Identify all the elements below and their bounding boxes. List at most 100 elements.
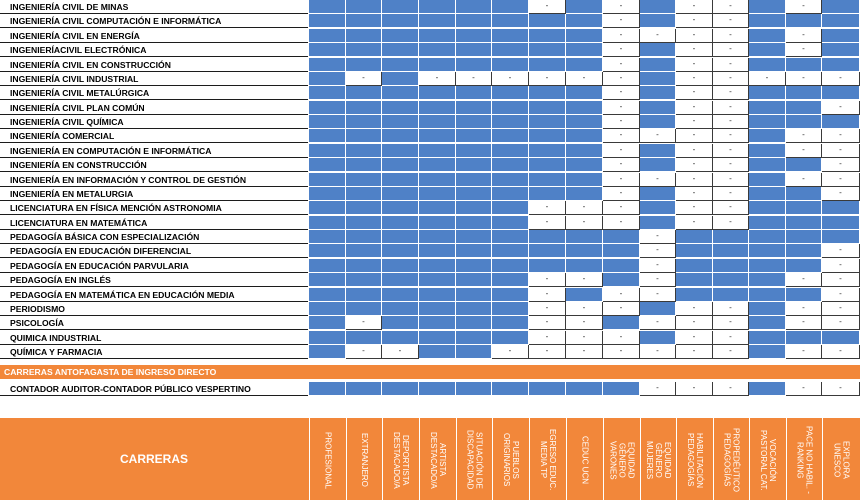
cell-available xyxy=(456,273,492,288)
cell-available xyxy=(713,287,749,302)
table-row: INGENIERÍA EN INFORMACIÓN Y CONTROL DE G… xyxy=(0,172,860,187)
cell-not-available: - xyxy=(676,382,713,396)
career-name: CONTADOR AUDITOR-CONTADOR PÚBLICO VESPER… xyxy=(0,382,308,396)
cell-available xyxy=(676,258,713,273)
cell-not-available: - xyxy=(822,143,860,158)
career-name: PEDAGOGÍA EN EDUCACIÓN DIFERENCIAL xyxy=(0,244,308,259)
cell-available xyxy=(492,330,529,345)
cell-available xyxy=(749,86,786,101)
cell-available xyxy=(749,100,786,115)
column-header-bar: CARRERAS PROFESIONAL EXTRANJERO DEPORTISTA… xyxy=(0,418,860,500)
cell-available xyxy=(419,158,456,173)
cell-available xyxy=(382,258,419,273)
cell-available xyxy=(456,0,492,14)
cell-available xyxy=(640,43,676,58)
cell-available xyxy=(492,129,529,144)
cell-not-available: - xyxy=(603,172,640,187)
cell-not-available: - xyxy=(529,316,566,331)
cell-available xyxy=(419,129,456,144)
cell-not-available: - xyxy=(713,86,749,101)
career-name: LICENCIATURA EN MATEMÁTICA xyxy=(0,216,308,230)
cell-available xyxy=(822,215,860,230)
cell-available xyxy=(603,258,640,273)
cell-available xyxy=(566,129,603,144)
cell-not-available: - xyxy=(640,382,676,396)
cell-available xyxy=(492,172,529,187)
column-header-label: SITUACIÓN DE DISCAPACIDAD xyxy=(465,430,484,490)
cell-available xyxy=(456,158,492,173)
cell-not-available: - xyxy=(382,345,419,359)
cell-not-available: - xyxy=(676,158,713,173)
carreras-header-label: CARRERAS xyxy=(119,452,188,466)
cell-not-available: - xyxy=(566,316,603,331)
table-row: INGENIERÍA EN METALURGIA - - - - xyxy=(0,186,860,201)
table-row: PEDAGOGÍA BÁSICA CON ESPECIALIZACIÓN - xyxy=(0,230,860,244)
cell-not-available: - xyxy=(713,28,749,43)
column-header: EXTRANJERO xyxy=(346,418,382,500)
cell-available xyxy=(309,71,346,86)
cell-available xyxy=(419,115,456,129)
cell-not-available: - xyxy=(603,71,640,86)
cell-not-available: - xyxy=(603,201,640,216)
cell-not-available: - xyxy=(640,258,676,273)
cell-available xyxy=(419,230,456,244)
cell-available xyxy=(786,186,822,201)
cell-available xyxy=(419,301,456,316)
cell-available xyxy=(346,14,382,29)
cell-not-available: - xyxy=(346,71,382,86)
cell-available xyxy=(419,258,456,273)
cell-available xyxy=(529,57,566,72)
cell-available xyxy=(419,330,456,345)
cell-available xyxy=(492,201,529,216)
cell-available xyxy=(529,129,566,144)
cell-available xyxy=(346,143,382,158)
cell-not-available: - xyxy=(529,345,566,359)
cell-not-available: - xyxy=(713,201,749,216)
cell-available xyxy=(640,115,676,129)
cell-available xyxy=(749,186,786,201)
cell-available xyxy=(786,258,822,273)
cell-available xyxy=(749,244,786,259)
career-name: PEDAGOGÍA EN EDUCACIÓN PARVULARIA xyxy=(0,259,308,273)
cell-not-available: - xyxy=(676,28,713,43)
cell-available xyxy=(346,382,382,396)
cell-available xyxy=(492,28,529,43)
career-name: INGENIERÍACIVIL ELECTRÓNICA xyxy=(0,43,308,58)
cell-available xyxy=(456,316,492,331)
cell-not-available: - xyxy=(713,14,749,29)
column-header: VOCACIÓN PASTORAL CAT. xyxy=(749,418,786,500)
cell-available xyxy=(749,0,786,14)
cell-not-available: - xyxy=(603,115,640,129)
cell-available xyxy=(382,57,419,72)
cell-available xyxy=(309,14,346,29)
cell-not-available: - xyxy=(529,301,566,316)
cell-available xyxy=(786,100,822,115)
column-header: PROFESIONAL xyxy=(309,418,346,500)
cell-available xyxy=(749,158,786,173)
cell-available xyxy=(456,258,492,273)
cell-not-available: - xyxy=(456,71,492,86)
cell-available xyxy=(419,86,456,101)
cell-available xyxy=(309,158,346,173)
cell-available xyxy=(456,215,492,230)
cell-available xyxy=(309,100,346,115)
cell-available xyxy=(492,14,529,29)
cell-available xyxy=(566,230,603,244)
career-name: INGENIERÍA CIVIL INDUSTRIAL xyxy=(0,72,308,86)
cell-available xyxy=(382,158,419,173)
cell-not-available: - xyxy=(676,100,713,115)
cell-not-available: - xyxy=(603,28,640,43)
cell-not-available: - xyxy=(676,330,713,345)
cell-available xyxy=(749,230,786,244)
cell-available xyxy=(566,186,603,201)
cell-available xyxy=(309,172,346,187)
column-header-label: PACE NO HABIL. - RANKING xyxy=(795,426,814,494)
cell-available xyxy=(419,215,456,230)
cell-available xyxy=(346,330,382,345)
cell-not-available: - xyxy=(676,43,713,58)
cell-not-available: - xyxy=(713,57,749,72)
cell-not-available: - xyxy=(640,172,676,187)
table-row: LICENCIATURA EN FÍSICA MENCIÓN ASTRONOMI… xyxy=(0,201,860,216)
table-row: PEDAGOGÍA EN INGLÉS - - - - - xyxy=(0,273,860,288)
cell-not-available: - xyxy=(676,86,713,101)
